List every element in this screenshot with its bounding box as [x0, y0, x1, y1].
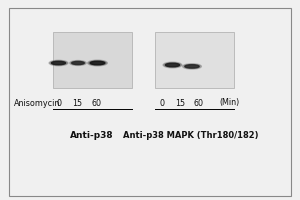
Ellipse shape [165, 63, 180, 67]
Text: 15: 15 [73, 98, 83, 108]
Text: Anisomycin: Anisomycin [14, 98, 60, 108]
Text: (Min): (Min) [219, 98, 239, 108]
Text: 0: 0 [160, 98, 164, 108]
Ellipse shape [51, 61, 66, 65]
Ellipse shape [72, 61, 84, 65]
Ellipse shape [185, 65, 199, 68]
Ellipse shape [88, 60, 107, 66]
Text: 60: 60 [194, 98, 204, 108]
Text: Anti-p38 MAPK (Thr180/182): Anti-p38 MAPK (Thr180/182) [123, 132, 258, 140]
Ellipse shape [163, 62, 182, 68]
Ellipse shape [183, 64, 201, 69]
Text: 15: 15 [175, 98, 185, 108]
Ellipse shape [90, 61, 105, 65]
Text: 0: 0 [57, 98, 62, 108]
Ellipse shape [49, 60, 68, 66]
Text: Anti-p38: Anti-p38 [70, 132, 113, 140]
Ellipse shape [70, 61, 86, 65]
Bar [52, 32, 132, 88]
Text: 60: 60 [91, 98, 101, 108]
Bar [154, 32, 234, 88]
